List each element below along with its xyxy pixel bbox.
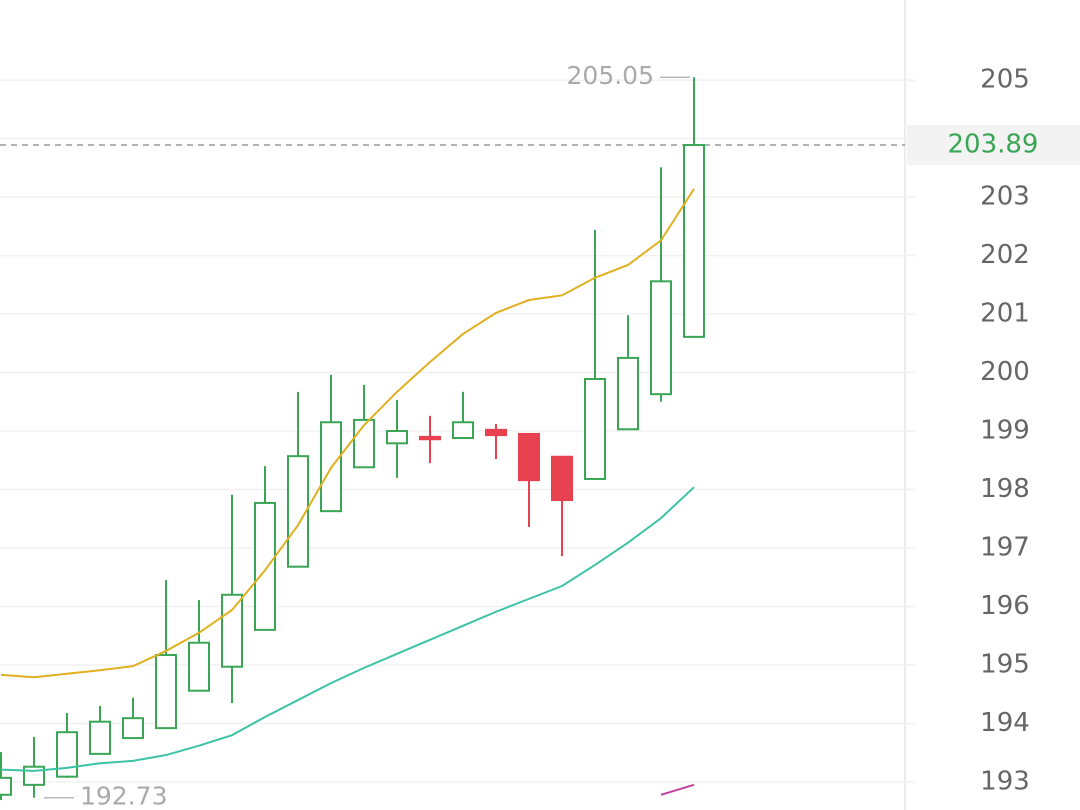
min-label: 192.73 [80, 782, 167, 810]
candle-body [122, 717, 144, 740]
moving-average-line [0, 486, 695, 772]
candle-body [221, 593, 243, 668]
y-tick-label: 194 [980, 708, 1030, 738]
candle-body [386, 430, 408, 445]
candle-body [254, 501, 276, 631]
candle-body [188, 641, 210, 692]
candle-body [551, 455, 573, 502]
y-tick-label: 203 [980, 182, 1030, 212]
y-tick-label: 193 [980, 766, 1030, 796]
candle-body [0, 776, 12, 796]
candle-body [419, 435, 441, 441]
max-label: 205.05 [567, 61, 654, 90]
moving-average-line [0, 188, 695, 679]
last-price-badge [907, 125, 1080, 166]
y-tick-label: 195 [980, 649, 1030, 679]
candle-body [56, 731, 78, 778]
y-tick-label: 198 [980, 474, 1030, 504]
y-tick-label: 199 [980, 416, 1030, 446]
candle-body [518, 432, 540, 482]
moving-average-line [660, 783, 695, 796]
candle-body [485, 428, 507, 437]
y-tick-label: 205 [980, 65, 1030, 95]
candle-body [650, 280, 672, 396]
candle-body [89, 720, 111, 755]
y-tick-label: 200 [980, 357, 1030, 387]
candle-body [617, 356, 639, 431]
candle-body [155, 654, 177, 730]
last-price-label: 203.89 [948, 130, 1039, 160]
candle-body [287, 455, 309, 568]
candle-body [452, 421, 474, 440]
y-tick-label: 196 [980, 591, 1030, 621]
y-tick-label: 197 [980, 532, 1030, 562]
y-tick-label: 201 [980, 299, 1030, 329]
candle-body [683, 144, 705, 338]
candle-body [353, 418, 375, 469]
y-tick-label: 202 [980, 240, 1030, 270]
candle-body [584, 377, 606, 480]
